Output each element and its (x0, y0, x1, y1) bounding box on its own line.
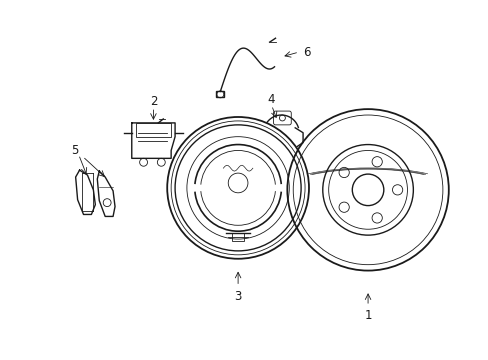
Bar (232, 233, 244, 241)
Bar (216, 91, 224, 97)
Text: 6: 6 (303, 45, 310, 59)
Text: 3: 3 (234, 290, 241, 303)
Text: 1: 1 (364, 309, 371, 322)
Text: 5: 5 (71, 144, 78, 157)
Text: 4: 4 (267, 93, 275, 106)
Bar (136, 123, 171, 137)
Text: 2: 2 (149, 95, 157, 108)
